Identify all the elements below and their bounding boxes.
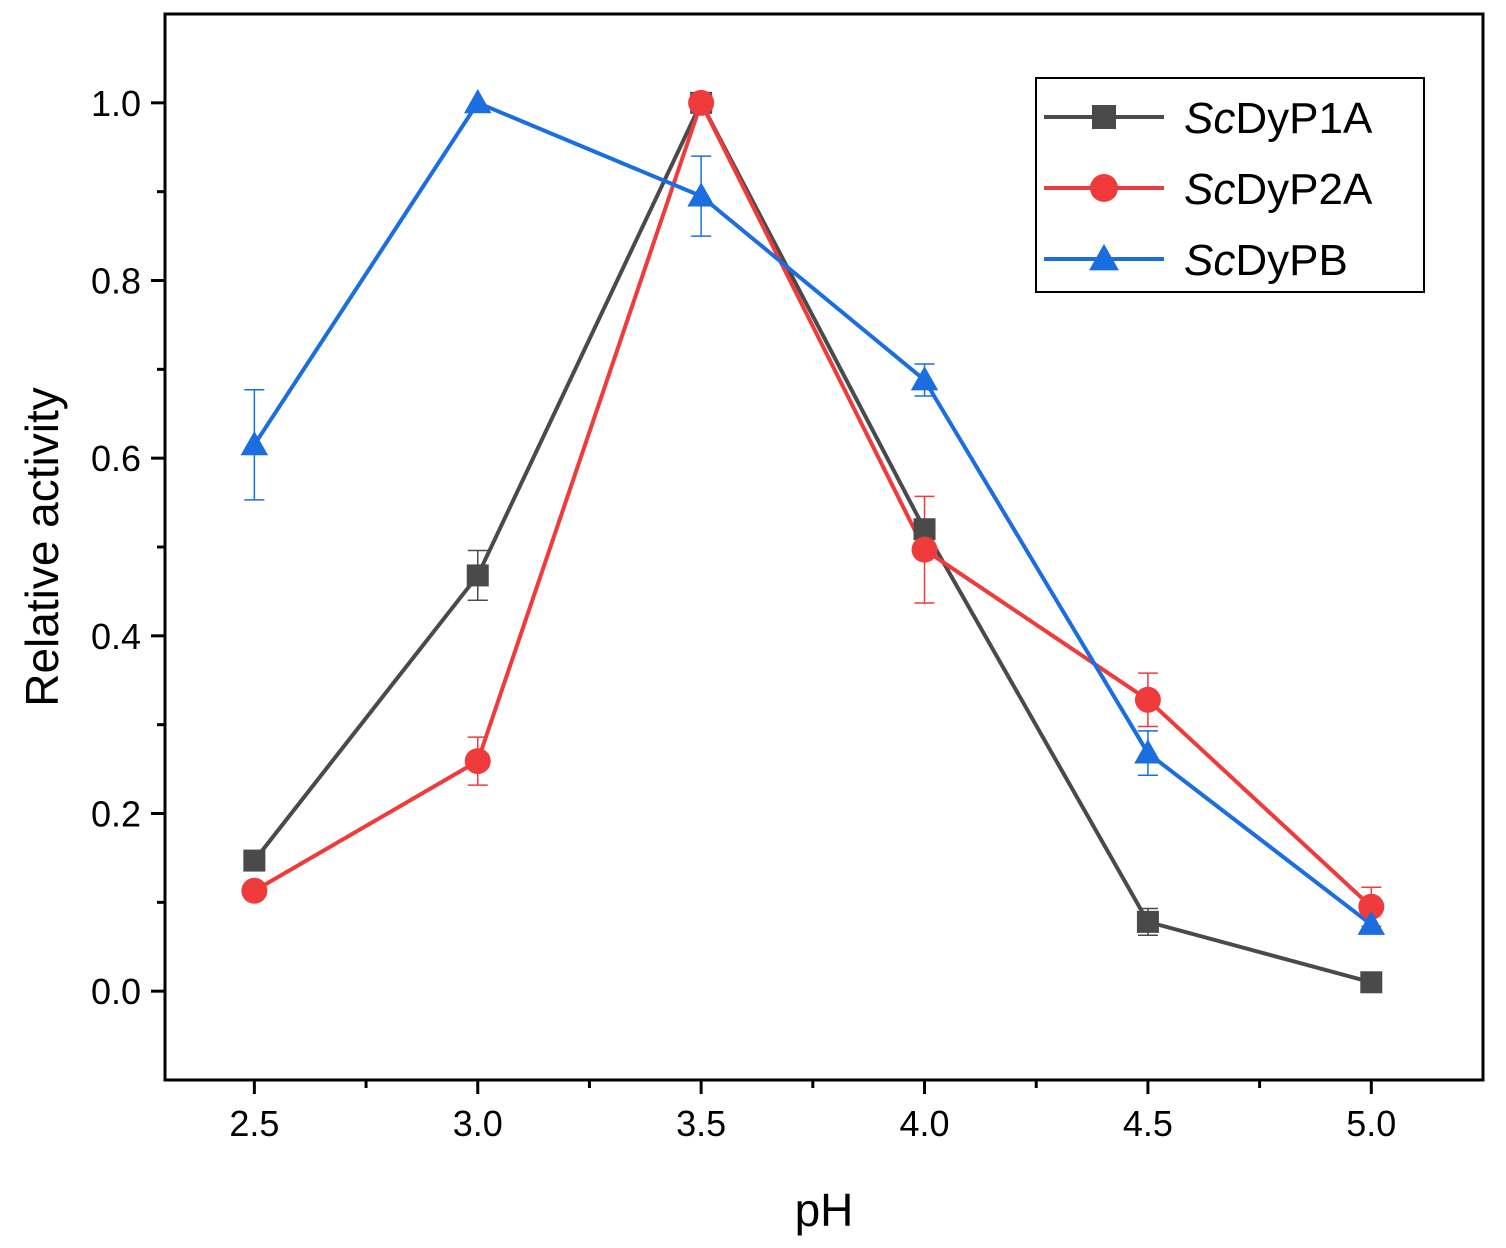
x-tick-label: 3.0	[453, 1103, 503, 1144]
legend-marker	[1090, 174, 1118, 202]
x-tick-label: 3.5	[676, 1103, 726, 1144]
y-tick-label: 1.0	[91, 83, 141, 124]
legend-label: ScDyP1A	[1184, 94, 1373, 143]
data-point-DyPB	[240, 430, 269, 456]
legend-label: ScDyP2A	[1184, 165, 1373, 214]
x-tick-label: 4.0	[900, 1103, 950, 1144]
y-tick-label: 0.6	[91, 438, 141, 479]
legend-item: ScDyP2A	[1044, 165, 1373, 214]
x-tick-label: 5.0	[1346, 1103, 1396, 1144]
data-point-DyPB	[687, 182, 715, 207]
data-point-DyP1A	[913, 518, 936, 541]
data-point-DyPB	[1134, 739, 1162, 764]
data-point-DyP2A	[688, 89, 715, 116]
legend-label: ScDyPB	[1184, 236, 1348, 285]
y-tick-label: 0.4	[91, 616, 141, 657]
legend-item: ScDyP1A	[1044, 94, 1373, 143]
data-point-DyP1A	[243, 849, 266, 872]
x-tick-label: 2.5	[229, 1103, 279, 1144]
series-line-DyP2A	[253, 100, 1373, 909]
axis-ticks: 2.5 3.0 3.5 4.0 4.5 5.0 0.0 0.2 0.4 0.6 0.8 1.0	[91, 83, 1396, 1144]
series-line-DyPB	[252, 100, 1373, 927]
y-tick-label: 0.2	[91, 794, 141, 835]
legend-item: ScDyPB	[1044, 236, 1348, 285]
data-point-DyP2A	[241, 877, 268, 904]
data-point-DyP1A	[466, 564, 489, 587]
x-tick-label: 4.5	[1123, 1103, 1173, 1144]
data-point-DyP2A	[1358, 893, 1385, 920]
y-tick-label: 0.0	[91, 971, 141, 1012]
data-point-DyP2A	[1134, 686, 1161, 713]
legend: ScDyP1A ScDyP2A ScDyPB	[1035, 77, 1425, 293]
x-axis-title: pH	[795, 1184, 854, 1236]
data-point-DyP2A	[911, 536, 938, 563]
series-lines	[252, 100, 1373, 985]
series-markers	[240, 88, 1386, 994]
legend-marker	[1089, 243, 1119, 271]
data-point-DyP2A	[464, 748, 491, 775]
series-line-DyP1A	[252, 100, 1372, 985]
y-axis-title: Relative activity	[16, 387, 68, 707]
legend-marker	[1092, 105, 1116, 129]
y-tick-label: 0.8	[91, 261, 141, 302]
data-point-DyPB	[463, 88, 492, 114]
data-point-DyPB	[1357, 910, 1386, 935]
data-point-DyP1A	[1360, 971, 1383, 994]
data-point-DyPB	[910, 366, 939, 391]
data-point-DyP1A	[1136, 910, 1159, 933]
